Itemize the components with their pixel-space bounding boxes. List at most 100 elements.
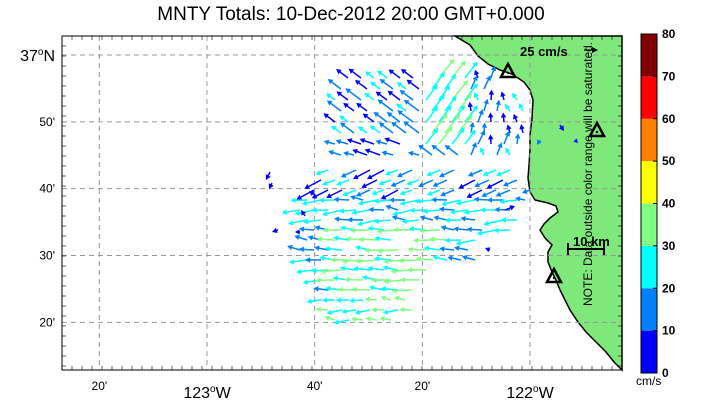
current-vector (328, 149, 342, 156)
current-vector (373, 198, 392, 204)
current-vector (399, 199, 420, 206)
lon-label: 20' (415, 379, 431, 393)
current-vector (314, 245, 329, 251)
current-vector (315, 277, 336, 283)
current-vector (324, 315, 336, 321)
current-vector (374, 235, 392, 242)
current-vector (391, 215, 406, 221)
current-vector (440, 225, 455, 231)
current-vector (373, 218, 392, 224)
lon-label: 122oW (506, 384, 554, 402)
current-vector (537, 139, 542, 145)
current-vector (343, 102, 355, 112)
current-vector (461, 255, 476, 261)
current-vector (335, 297, 350, 303)
current-vector (418, 144, 433, 156)
current-vector (351, 286, 371, 293)
current-vector (518, 103, 524, 112)
current-vector (406, 179, 420, 186)
current-vector (449, 209, 469, 215)
current-vector (573, 138, 578, 143)
current-vector (296, 268, 315, 275)
current-vector (406, 79, 420, 90)
current-vector (418, 179, 434, 188)
current-vector (495, 99, 501, 112)
current-vector (425, 127, 439, 145)
colorbar-tick-label: 80 (662, 27, 676, 41)
current-vector (382, 265, 399, 271)
colorbar-segment (641, 76, 657, 119)
current-vector (494, 206, 511, 213)
current-vector (483, 75, 491, 90)
lon-label: 20' (92, 379, 108, 393)
current-vector (351, 209, 371, 216)
current-vector (331, 125, 342, 134)
current-vector (486, 179, 504, 189)
current-vector (309, 191, 316, 197)
current-vector (425, 84, 438, 101)
current-vector (453, 226, 469, 232)
current-vector (340, 122, 355, 134)
current-vector (444, 95, 457, 112)
current-vector (345, 88, 362, 101)
current-vector (496, 169, 511, 177)
current-vector (464, 61, 478, 79)
current-vector (349, 297, 364, 304)
current-vector (359, 138, 375, 145)
current-vector (324, 246, 343, 252)
current-vector (455, 199, 476, 206)
current-vector (423, 245, 441, 252)
current-vector (333, 319, 350, 325)
colorbar-segment (641, 245, 657, 289)
current-vector (444, 237, 462, 244)
current-vector (444, 145, 459, 156)
current-vector (377, 248, 399, 254)
current-vector (408, 150, 420, 157)
current-vector (348, 68, 362, 79)
current-vector (379, 78, 394, 90)
colorbar-tick-label: 20 (662, 281, 676, 295)
current-vector (294, 209, 315, 216)
current-vector (382, 309, 399, 315)
current-vector (336, 91, 349, 101)
current-vector (343, 150, 355, 157)
land-mass (452, 35, 623, 372)
current-vector (339, 115, 349, 123)
lat-label: 30' (39, 249, 55, 263)
current-vector (341, 308, 357, 315)
current-vector (394, 295, 406, 302)
current-vector (301, 210, 307, 217)
current-vector (403, 99, 420, 112)
current-vector (268, 182, 274, 189)
current-vector (432, 179, 448, 187)
current-vector (298, 226, 315, 232)
current-vector (463, 209, 483, 215)
current-vector (467, 101, 474, 112)
current-vector (458, 179, 476, 189)
current-vector (519, 124, 525, 134)
current-vector (322, 227, 343, 233)
current-vector (375, 91, 388, 101)
current-vector (290, 197, 308, 204)
current-vector (364, 148, 381, 156)
current-vector (380, 189, 399, 200)
current-vector (490, 65, 497, 79)
radar-site-marker (544, 266, 564, 284)
current-vector (344, 276, 364, 283)
current-vector (422, 208, 441, 214)
current-vector (355, 189, 371, 197)
current-vector (342, 189, 357, 197)
current-vector (375, 139, 388, 145)
current-vector (350, 227, 371, 234)
current-vector (431, 196, 448, 203)
map-water (62, 36, 622, 370)
current-vector (355, 80, 368, 90)
current-vector (323, 139, 336, 146)
current-vector (415, 256, 434, 262)
current-vector (505, 147, 511, 156)
colorbar-tick-label: 30 (662, 239, 676, 253)
current-vector (464, 129, 476, 145)
current-vector (487, 197, 504, 203)
current-vector (474, 69, 480, 79)
colorbar-segment (641, 330, 657, 373)
